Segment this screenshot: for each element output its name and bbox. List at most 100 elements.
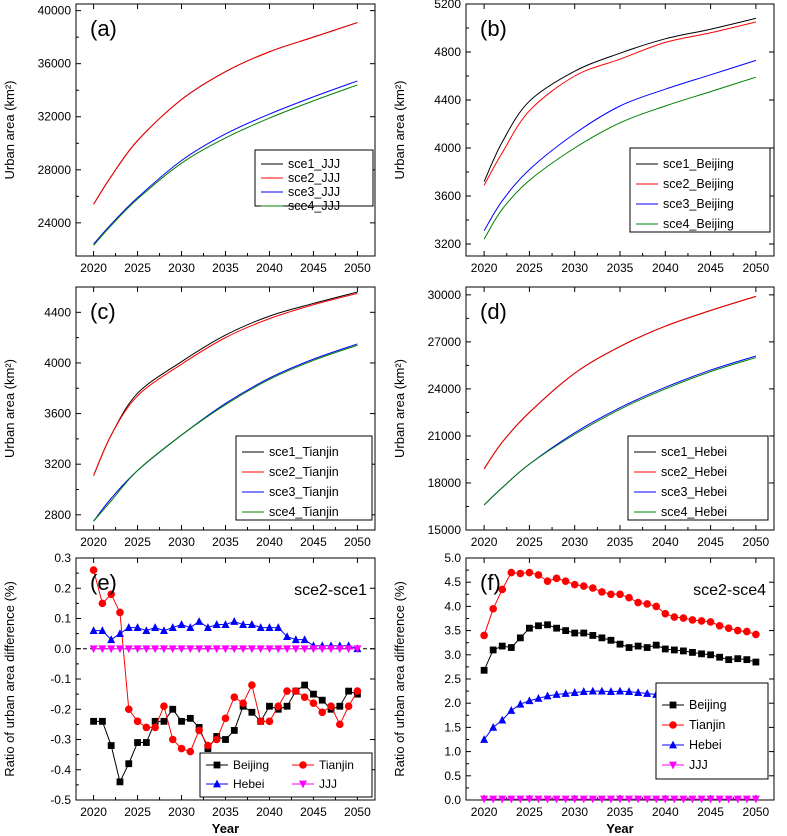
legend-label: Hebei bbox=[233, 777, 264, 791]
legend-label: sce4_Hebei bbox=[661, 505, 727, 519]
y-axis-label: Urban area (km²) bbox=[392, 359, 407, 458]
data-point bbox=[125, 760, 133, 768]
data-point bbox=[516, 699, 525, 708]
data-point bbox=[336, 702, 344, 710]
legend-item: sce4_Tianjin bbox=[242, 505, 339, 519]
legend: Beijing Tianjin Hebei JJJ bbox=[199, 752, 373, 798]
data-point bbox=[597, 795, 606, 804]
legend-item: sce1_Beijing bbox=[636, 157, 734, 171]
data-point bbox=[98, 717, 106, 725]
panel-label: (c) bbox=[90, 299, 116, 324]
legend-marker bbox=[669, 701, 677, 709]
series-sce4-beijing bbox=[483, 76, 757, 240]
data-point bbox=[643, 600, 651, 608]
y-tick-label: -0.5 bbox=[50, 793, 71, 807]
data-point bbox=[507, 644, 515, 651]
data-point bbox=[142, 626, 151, 634]
x-tick-label: 2050 bbox=[344, 261, 371, 275]
y-tick-label: 0.1 bbox=[54, 612, 71, 626]
data-point bbox=[89, 626, 98, 634]
data-point bbox=[579, 582, 588, 590]
y-tick-label: 0.3 bbox=[54, 551, 71, 565]
data-point bbox=[124, 705, 133, 714]
data-point bbox=[248, 708, 256, 716]
data-point bbox=[597, 686, 606, 695]
series-tianjin bbox=[480, 568, 760, 640]
x-tick-label: 2045 bbox=[697, 261, 724, 275]
legend-item: sce1_Tianjin bbox=[242, 445, 339, 459]
data-point bbox=[480, 666, 488, 674]
data-point bbox=[498, 642, 506, 650]
data-point bbox=[107, 635, 116, 644]
legend-marker bbox=[299, 780, 307, 789]
y-tick-label: 4.0 bbox=[444, 599, 461, 613]
data-point bbox=[733, 626, 742, 635]
data-point bbox=[625, 795, 634, 804]
legend-marker bbox=[669, 740, 677, 749]
x-tick-label: 2030 bbox=[168, 805, 195, 819]
legend-label: sce1_Hebei bbox=[661, 445, 727, 459]
data-point bbox=[309, 699, 318, 707]
series-sce3-tianjin bbox=[93, 343, 358, 522]
y-tick-label: -0.3 bbox=[50, 733, 71, 747]
data-point bbox=[186, 714, 194, 722]
y-tick-label: 4.5 bbox=[444, 575, 461, 589]
data-point bbox=[265, 623, 274, 631]
data-point bbox=[177, 744, 186, 753]
data-point bbox=[625, 593, 633, 602]
legend-item: sce1_JJJ bbox=[261, 157, 340, 171]
legend: sce1_Hebei sce2_Hebei sce3_Hebei sce4_Hebei bbox=[627, 435, 769, 521]
data-point bbox=[230, 617, 239, 625]
data-point bbox=[142, 739, 150, 746]
y-tick-label: 1.5 bbox=[444, 720, 461, 734]
y-tick-label: 27000 bbox=[428, 335, 462, 349]
legend-box bbox=[235, 435, 373, 521]
data-point bbox=[606, 795, 615, 804]
x-tick-label: 2040 bbox=[652, 805, 679, 819]
data-point bbox=[561, 795, 570, 804]
legend-item: Hebei bbox=[662, 738, 722, 752]
data-point bbox=[133, 645, 142, 654]
data-point bbox=[498, 585, 507, 594]
legend-marker bbox=[299, 761, 307, 769]
y-tick-label: 4000 bbox=[44, 356, 71, 370]
series-sce4-hebei bbox=[483, 357, 757, 506]
data-point bbox=[134, 739, 141, 746]
data-point bbox=[168, 623, 177, 631]
data-point bbox=[256, 717, 265, 726]
data-point bbox=[688, 795, 697, 804]
chart-panel-e: 2020 2025 2030 2035 2040 2045 2050 -0.5 -0.4 -0.3… bbox=[2, 551, 376, 836]
data-point bbox=[318, 645, 327, 654]
data-point bbox=[283, 687, 291, 695]
data-point bbox=[239, 620, 248, 628]
y-tick-label: 3600 bbox=[434, 189, 461, 203]
y-tick-label: -0.4 bbox=[50, 763, 71, 777]
data-point bbox=[283, 645, 292, 654]
data-point bbox=[707, 651, 714, 659]
data-point bbox=[318, 708, 327, 717]
data-point bbox=[724, 795, 733, 804]
legend-label: sce4_Tianjin bbox=[269, 505, 339, 519]
data-point bbox=[689, 648, 696, 656]
data-point bbox=[151, 645, 160, 654]
data-point bbox=[733, 795, 742, 804]
y-tick-label: 0.0 bbox=[444, 793, 461, 807]
data-point bbox=[151, 723, 159, 732]
data-point bbox=[534, 795, 543, 804]
data-point bbox=[116, 608, 124, 617]
legend-item: JJJ bbox=[662, 758, 708, 772]
legend-marker bbox=[669, 761, 677, 770]
panel-label: (f) bbox=[480, 570, 501, 595]
legend-item: sce3_Tianjin bbox=[242, 485, 339, 499]
data-point bbox=[274, 645, 283, 654]
x-axis-label: Year bbox=[212, 821, 239, 836]
y-tick-label: 0.5 bbox=[444, 769, 461, 783]
data-point bbox=[256, 623, 265, 631]
data-point bbox=[561, 577, 570, 586]
series-line bbox=[93, 22, 358, 205]
y-tick-label: 4400 bbox=[44, 305, 71, 319]
legend-marker bbox=[213, 779, 221, 788]
legend-item: sce3_Hebei bbox=[634, 485, 727, 499]
